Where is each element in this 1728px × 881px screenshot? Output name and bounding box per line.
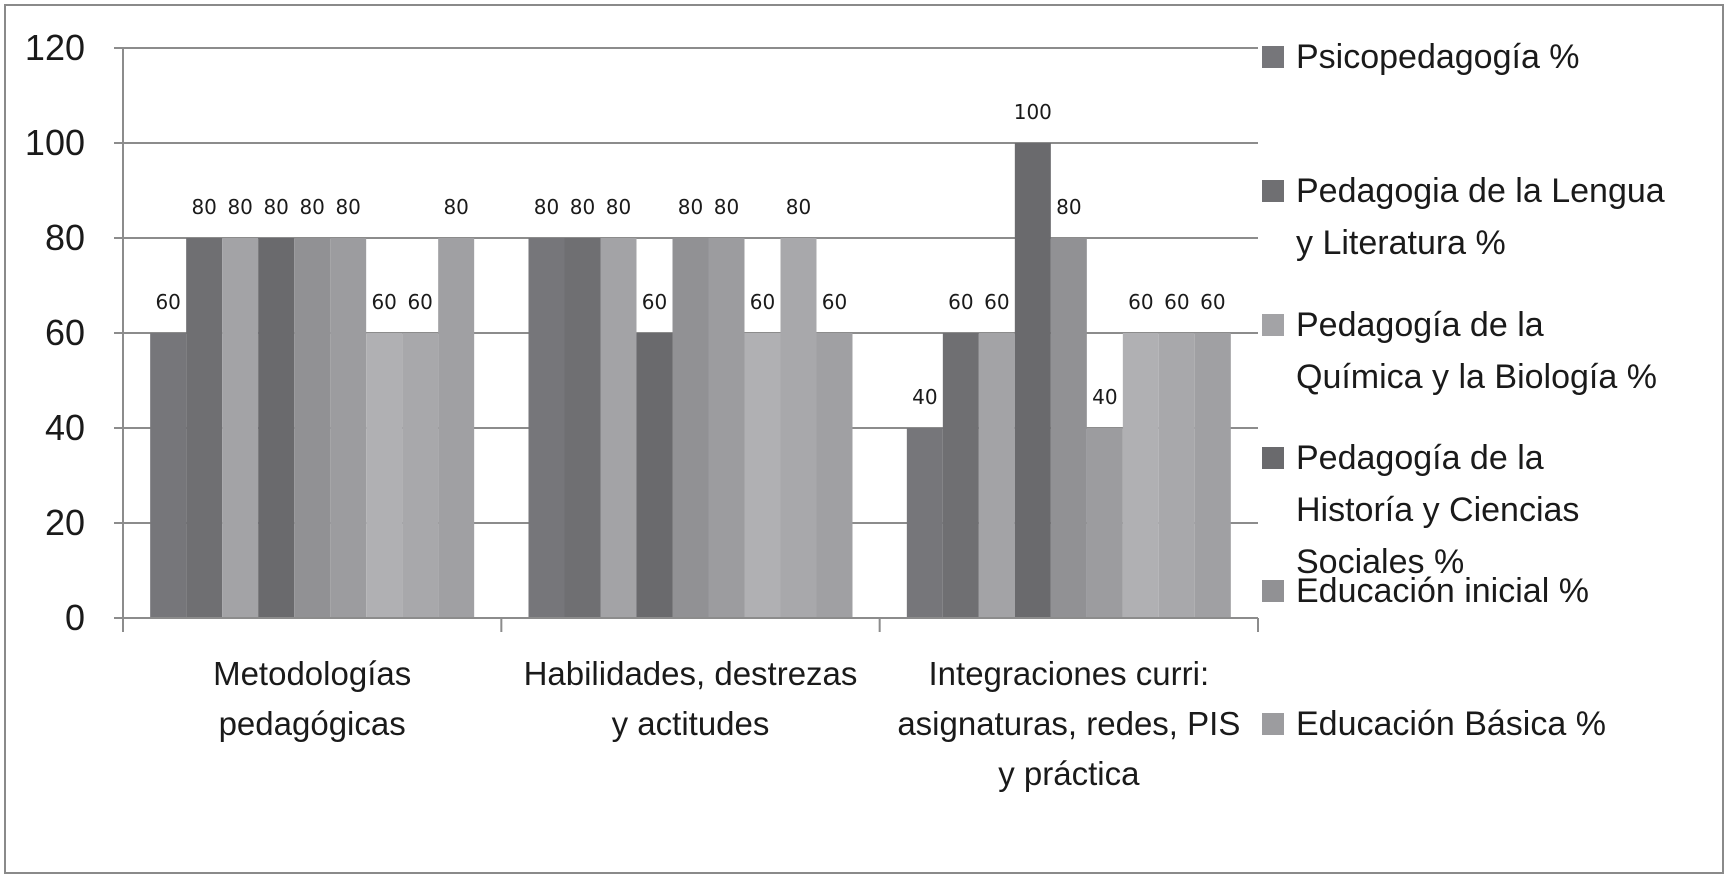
data-label: 80 bbox=[227, 195, 252, 219]
y-tick-label: 80 bbox=[45, 217, 85, 258]
legend-swatch bbox=[1262, 713, 1284, 735]
bar bbox=[780, 238, 817, 618]
data-label: 80 bbox=[443, 195, 468, 219]
bar bbox=[1014, 143, 1051, 618]
data-label: 80 bbox=[714, 195, 739, 219]
x-category-label: y práctica bbox=[998, 755, 1140, 792]
bar bbox=[1122, 333, 1159, 618]
data-label: 60 bbox=[984, 290, 1009, 314]
legend-swatch bbox=[1262, 314, 1284, 336]
data-label: 60 bbox=[642, 290, 667, 314]
data-label: 60 bbox=[1164, 290, 1189, 314]
bar bbox=[1158, 333, 1195, 618]
legend-label: Educación Básica % bbox=[1296, 705, 1606, 743]
bar bbox=[366, 333, 403, 618]
bar bbox=[600, 238, 637, 618]
legend-swatch bbox=[1262, 180, 1284, 202]
bar bbox=[1194, 333, 1231, 618]
legend-label: Educación inicial % bbox=[1296, 572, 1589, 610]
bar bbox=[1050, 238, 1087, 618]
legend-label: Pedagogía de la bbox=[1296, 306, 1544, 344]
x-category-label: pedagógicas bbox=[219, 705, 406, 742]
data-label: 80 bbox=[263, 195, 288, 219]
y-tick-label: 120 bbox=[25, 27, 85, 68]
x-category-label: Integraciones curri: bbox=[929, 655, 1210, 692]
bar bbox=[150, 333, 187, 618]
x-category-label: Metodologías bbox=[213, 655, 411, 692]
legend-label: Química y la Biología % bbox=[1296, 358, 1657, 396]
data-label: 60 bbox=[407, 290, 432, 314]
bar bbox=[744, 333, 781, 618]
data-label: 80 bbox=[570, 195, 595, 219]
data-label: 60 bbox=[371, 290, 396, 314]
data-label: 60 bbox=[1128, 290, 1153, 314]
data-label: 80 bbox=[1056, 195, 1081, 219]
data-label: 40 bbox=[1092, 385, 1117, 409]
bar bbox=[942, 333, 979, 618]
legend-swatch bbox=[1262, 447, 1284, 469]
data-label: 100 bbox=[1014, 100, 1052, 124]
y-tick-label: 40 bbox=[45, 407, 85, 448]
bar bbox=[186, 238, 223, 618]
data-label: 80 bbox=[335, 195, 360, 219]
data-label: 40 bbox=[912, 385, 937, 409]
bar bbox=[816, 333, 853, 618]
bar bbox=[294, 238, 331, 618]
data-label: 80 bbox=[191, 195, 216, 219]
legend-label: Pedagogía de la bbox=[1296, 439, 1544, 477]
bar bbox=[330, 238, 367, 618]
y-tick-label: 100 bbox=[25, 122, 85, 163]
bar bbox=[528, 238, 565, 618]
bar bbox=[258, 238, 295, 618]
legend-label: Sociales % bbox=[1296, 543, 1464, 581]
x-category-label: Habilidades, destrezas bbox=[524, 655, 858, 692]
data-label: 60 bbox=[822, 290, 847, 314]
legend-swatch bbox=[1262, 46, 1284, 68]
data-label: 60 bbox=[155, 290, 180, 314]
data-label: 80 bbox=[786, 195, 811, 219]
bar bbox=[906, 428, 943, 618]
bar bbox=[672, 238, 709, 618]
legend-swatch bbox=[1262, 580, 1284, 602]
bar bbox=[564, 238, 601, 618]
data-label: 80 bbox=[299, 195, 324, 219]
data-label: 60 bbox=[750, 290, 775, 314]
y-tick-label: 20 bbox=[45, 502, 85, 543]
y-tick-label: 60 bbox=[45, 312, 85, 353]
bar bbox=[222, 238, 259, 618]
x-category-label: asignaturas, redes, PIS bbox=[897, 705, 1240, 742]
data-label: 80 bbox=[606, 195, 631, 219]
legend-label: Historía y Ciencias bbox=[1296, 491, 1579, 529]
legend-label: y Literatura % bbox=[1296, 224, 1506, 262]
y-tick-label: 0 bbox=[65, 597, 85, 638]
bar bbox=[708, 238, 745, 618]
bar bbox=[636, 333, 673, 618]
bar bbox=[1086, 428, 1123, 618]
data-label: 80 bbox=[534, 195, 559, 219]
data-label: 60 bbox=[1200, 290, 1225, 314]
legend-label: Pedagogia de la Lengua bbox=[1296, 172, 1665, 210]
bar bbox=[438, 238, 475, 618]
x-category-label: y actitudes bbox=[612, 705, 770, 742]
data-label: 60 bbox=[948, 290, 973, 314]
data-label: 80 bbox=[678, 195, 703, 219]
legend-label: Psicopedagogía % bbox=[1296, 38, 1580, 76]
bar bbox=[402, 333, 439, 618]
bar bbox=[978, 333, 1015, 618]
